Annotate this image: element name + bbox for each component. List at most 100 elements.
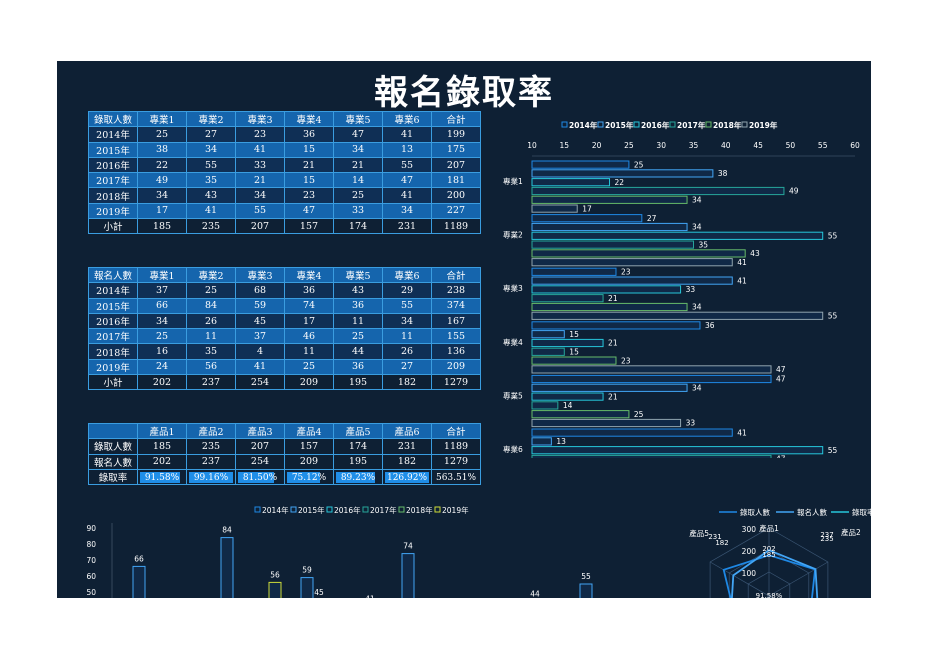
rate-cell: 563.51%	[431, 468, 481, 486]
table-cell: 35	[186, 172, 236, 189]
table-cell: 207	[431, 156, 481, 174]
radar-label: 235	[820, 535, 833, 543]
legend-label: 2018年	[713, 120, 742, 130]
data-label: 14	[563, 401, 573, 410]
table-cell: 157	[284, 438, 334, 455]
table-cell: 17	[284, 312, 334, 330]
subtotal-row: 小計 202 237 254 209 195 182 1279	[88, 374, 481, 391]
rate-cell: 89.23%	[333, 468, 383, 486]
table-cell: 25	[137, 126, 187, 143]
rate-text: 126.92%	[386, 472, 428, 483]
data-label: 27	[647, 214, 657, 223]
data-label: 55	[828, 312, 838, 321]
legend-label: 錄取人數	[740, 507, 770, 517]
bar	[531, 321, 701, 330]
table-cell: 小計	[88, 218, 138, 235]
rate-text: 563.51%	[435, 472, 477, 483]
data-label: 21	[608, 294, 618, 303]
y-tick-label: 90	[86, 524, 96, 533]
bar	[531, 302, 688, 312]
ring-label: 300	[742, 525, 757, 534]
table-cell: 202	[137, 453, 187, 470]
table-cell: 25	[284, 358, 334, 376]
table-row: 2015年 66 84 59 74 36 55 374	[88, 297, 481, 314]
bar	[531, 454, 772, 458]
data-label: 41	[737, 258, 747, 267]
table-cell: 34	[333, 141, 383, 158]
header-cell: 專業6	[382, 110, 432, 128]
table-cell: 235	[186, 438, 236, 455]
table-cell: 55	[382, 156, 432, 174]
bar	[531, 231, 824, 240]
table-cell: 4	[235, 343, 285, 360]
header-cell: 專業1	[137, 266, 187, 284]
table-cell: 34	[137, 187, 187, 204]
bar	[531, 294, 604, 303]
radar-label: 182	[715, 539, 728, 547]
table-cell: 237	[186, 453, 236, 470]
table-cell: 2015年	[88, 297, 138, 314]
bar	[132, 565, 146, 598]
x-tick-label: 40	[721, 141, 731, 150]
data-label: 36	[705, 321, 715, 330]
table-cell: 195	[333, 453, 383, 470]
bar	[579, 583, 593, 598]
table-cell: 136	[431, 343, 481, 360]
table-cell: 374	[431, 297, 481, 314]
data-label: 33	[686, 285, 696, 294]
data-label: 21	[608, 339, 618, 348]
table-cell: 2019年	[88, 358, 138, 376]
horizontal-bar-chart: 2014年 2015年 2016年 2017年 2018年 2019年 10 15 20 25 30…	[503, 120, 860, 458]
table-cell: 14	[333, 172, 383, 189]
table-cell: 37	[235, 328, 285, 345]
header-cell	[88, 422, 138, 440]
table-cell: 15	[284, 141, 334, 158]
x-tick-label: 50	[786, 141, 796, 150]
bar	[531, 365, 772, 374]
bar	[531, 383, 688, 392]
x-tick-label: 30	[656, 141, 666, 150]
table-cell: 195	[333, 374, 383, 391]
table-header-row: 報名人數 專業1 專業2 專業3 專業4 專業5 專業6 合計	[88, 266, 481, 284]
y-tick-label: 80	[86, 540, 96, 549]
header-cell: 產品6	[382, 422, 432, 440]
table-row: 2016年 34 26 45 17 11 34 167	[88, 312, 481, 330]
data-label: 74	[403, 542, 413, 551]
table-cell: 17	[137, 202, 187, 220]
radar-label: 91.58%	[756, 592, 783, 598]
table-cell: 11	[333, 312, 383, 330]
x-tick-label: 10	[527, 141, 537, 150]
table-row: 2017年 49 35 21 15 14 47 181	[88, 172, 481, 189]
table-cell: 41	[235, 141, 285, 158]
data-label: 38	[718, 169, 728, 178]
table-cell: 41	[382, 126, 432, 143]
legend-label: 2014年	[569, 120, 598, 130]
table-cell: 43	[333, 282, 383, 299]
x-tick-label: 20	[592, 141, 602, 150]
rate-table: 產品1 產品2 產品3 產品4 產品5 產品6 合計 錄取人數 185 235 207 157 174 2…	[88, 422, 481, 486]
table-cell: 34	[137, 312, 187, 330]
legend-swatch	[705, 121, 712, 128]
table-cell: 155	[431, 328, 481, 345]
bar	[531, 214, 643, 223]
table-cell: 55	[186, 156, 236, 174]
header-cell: 錄取人數	[88, 110, 138, 128]
data-label: 55	[828, 232, 838, 241]
radar-label: 202	[762, 545, 775, 553]
header-cell: 專業2	[186, 110, 236, 128]
x-tick-label: 35	[689, 141, 699, 150]
header-cell: 產品5	[333, 422, 383, 440]
table-cell: 84	[186, 297, 236, 314]
table-cell: 小計	[88, 374, 138, 391]
bar	[531, 195, 688, 204]
legend-label: 2019年	[442, 505, 469, 515]
table-cell: 報名人數	[88, 453, 138, 470]
table-cell: 37	[137, 282, 187, 299]
bar	[300, 577, 314, 598]
header-cell: 專業6	[382, 266, 432, 284]
table-row: 2015年 38 34 41 15 34 13 175	[88, 141, 481, 158]
category-label: 專業4	[503, 337, 523, 347]
table-row: 報名人數 202 237 254 209 195 182 1279	[88, 453, 481, 470]
table-cell: 1279	[431, 453, 481, 470]
table-cell: 1279	[431, 374, 481, 391]
